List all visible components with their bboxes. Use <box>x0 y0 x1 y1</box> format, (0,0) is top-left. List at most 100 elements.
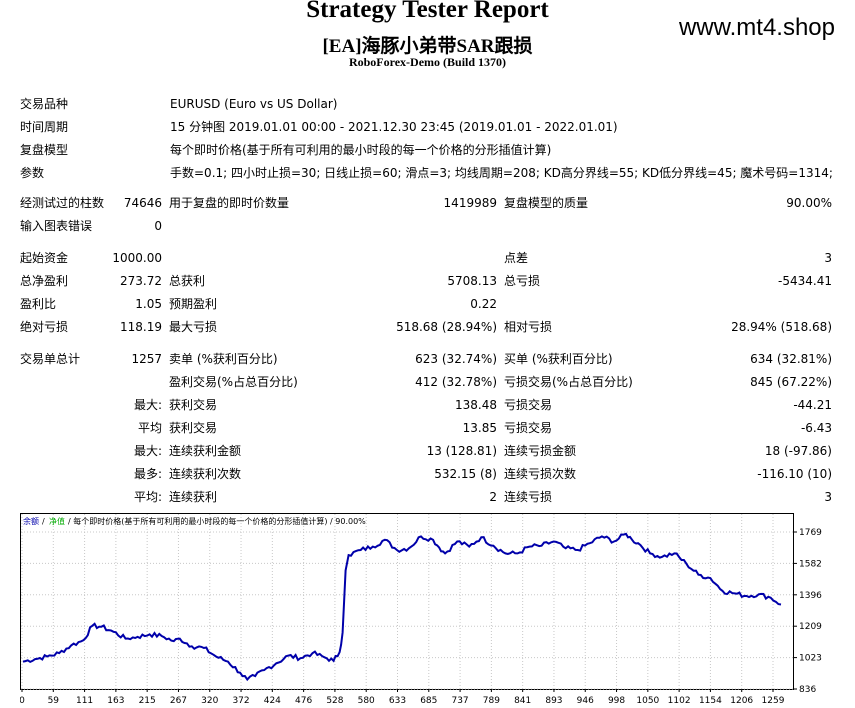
model-label: 复盘模型 <box>20 143 69 157</box>
profit-trades-label: 盈利交易(%占总百分比) <box>169 375 298 389</box>
loss-trades-value: 845 (67.22%) <box>750 375 832 389</box>
x-tick-label: 267 <box>170 696 187 706</box>
y-tick-label: 836 <box>799 685 816 695</box>
x-tick-label: 737 <box>451 696 468 706</box>
trade-row-value: 138.48 <box>455 398 497 412</box>
total-trades-label: 交易单总计 <box>20 352 81 366</box>
profit-factor-label: 盈利比 <box>20 297 57 311</box>
profit-trades-value: 412 (32.78%) <box>415 375 497 389</box>
trade-row-label: 获利交易 <box>169 421 218 435</box>
x-tick-label: 893 <box>545 696 562 706</box>
period-label: 时间周期 <box>20 120 69 134</box>
long-trades-label: 买单 (%获利百分比) <box>504 352 613 366</box>
x-tick-labels: 0 59 111 163 215 267 320 372 424 476 528 580 633 685 7… <box>20 689 785 706</box>
x-tick-label: 320 <box>201 696 218 706</box>
expected-payoff-label: 预期盈利 <box>169 297 218 311</box>
ticks-value: 1419989 <box>443 196 497 210</box>
balance-series-line <box>22 532 782 682</box>
abs-drawdown-label: 绝对亏损 <box>20 320 69 334</box>
y-tick-label: 1023 <box>799 654 822 664</box>
legend-balance: 余额 <box>23 516 39 526</box>
x-tick-label: 0 <box>20 696 25 706</box>
watermark-text: www.mt4.shop <box>678 14 835 41</box>
x-tick-label: 528 <box>326 696 343 706</box>
x-tick-label: 1259 <box>762 696 785 706</box>
params-value: 手数=0.1; 四小时止损=30; 日线止损=60; 滑点=3; 均线周期=20… <box>170 166 833 180</box>
x-tick-label: 841 <box>514 696 531 706</box>
profit-factor-value: 1.05 <box>135 297 162 311</box>
spread-value: 3 <box>824 251 832 265</box>
gross-profit-label: 总获利 <box>169 274 206 288</box>
chart-grid <box>21 514 793 690</box>
x-tick-label: 1102 <box>668 696 691 706</box>
x-tick-label: 580 <box>358 696 375 706</box>
params-label: 参数 <box>20 166 45 180</box>
bars-value: 74646 <box>123 196 162 210</box>
trade-row-label: 连续亏损金额 <box>504 444 577 458</box>
abs-drawdown-value: 118.19 <box>120 320 162 334</box>
ticks-label: 用于复盘的即时价数量 <box>169 196 290 210</box>
rel-drawdown-value: 28.94% (518.68) <box>731 320 832 334</box>
y-tick-label: 1769 <box>799 528 822 538</box>
bars-label: 经测试过的柱数 <box>20 196 105 210</box>
rel-drawdown-label: 相对亏损 <box>504 320 553 334</box>
short-trades-label: 卖单 (%获利百分比) <box>169 352 278 366</box>
loss-trades-label: 亏损交易(%占总百分比) <box>504 375 633 389</box>
trade-row-prefix: 最大: <box>133 444 162 458</box>
period-value: 15 分钟图 2019.01.01 00:00 - 2021.12.30 23:… <box>170 120 618 134</box>
model-value: 每个即时价格(基于所有可利用的最小时段的每一个价格的分形插值计算) <box>170 143 552 157</box>
chart-plot-area <box>20 513 794 690</box>
x-tick-label: 372 <box>232 696 249 706</box>
report-subtitle: [EA]海豚小弟带SAR跟损 <box>322 36 533 57</box>
errors-label: 输入图表错误 <box>20 219 93 233</box>
x-tick-label: 59 <box>48 696 60 706</box>
trade-row-value: -44.21 <box>793 398 832 412</box>
x-tick-label: 111 <box>76 696 93 706</box>
trade-row-value: -6.43 <box>800 421 832 435</box>
net-profit-value: 273.72 <box>120 274 162 288</box>
legend-equity: 净值 <box>49 516 65 526</box>
quality-label: 复盘模型的质量 <box>504 196 589 210</box>
max-drawdown-value: 518.68 (28.94%) <box>396 320 497 334</box>
x-tick-label: 1050 <box>636 696 659 706</box>
legend-desc: / 每个即时价格(基于所有可利用的最小时段的每一个价格的分形插值计算) / 90… <box>68 516 366 526</box>
trade-row-value: 532.15 (8) <box>434 467 497 481</box>
legend-sep: / <box>42 517 45 526</box>
net-profit-label: 总净盈利 <box>20 274 69 288</box>
expected-payoff-value: 0.22 <box>470 297 497 311</box>
x-tick-label: 1154 <box>699 696 722 706</box>
x-tick-label: 215 <box>139 696 156 706</box>
x-tick-label: 476 <box>295 696 312 706</box>
trade-row-label: 亏损交易 <box>504 398 553 412</box>
max-drawdown-label: 最大亏损 <box>169 320 218 334</box>
trade-row-value: 18 (-97.86) <box>764 444 832 458</box>
trade-row-label: 连续获利 <box>169 490 218 504</box>
trade-row-label: 连续亏损次数 <box>504 467 577 481</box>
build-info: RoboForex-Demo (Build 1370) <box>348 55 507 69</box>
trade-row-value: -116.10 (10) <box>757 467 832 481</box>
short-trades-value: 623 (32.74%) <box>415 352 497 366</box>
trade-row-value: 2 <box>489 490 497 504</box>
trade-row-label: 获利交易 <box>169 398 218 412</box>
symbol-value: EURUSD (Euro vs US Dollar) <box>170 97 338 111</box>
trade-row-label: 连续获利次数 <box>169 467 242 481</box>
x-tick-label: 633 <box>389 696 406 706</box>
report-title: Strategy Tester Report <box>306 0 549 23</box>
balance-chart: 余额 / 净值 / 每个即时价格(基于所有可利用的最小时段的每一个价格的分形插值… <box>20 513 822 706</box>
x-tick-label: 685 <box>420 696 437 706</box>
long-trades-value: 634 (32.81%) <box>750 352 832 366</box>
trade-row-prefix: 平均 <box>137 421 162 435</box>
trade-row-label: 连续亏损 <box>504 490 553 504</box>
trade-row-label: 亏损交易 <box>504 421 553 435</box>
gross-profit-value: 5708.13 <box>447 274 497 288</box>
trade-row-prefix: 平均: <box>133 490 162 504</box>
y-tick-labels: 1769 1582 1396 1209 1023 836 <box>793 528 822 695</box>
y-tick-label: 1582 <box>799 559 822 569</box>
trade-row-prefix: 最大: <box>133 398 162 412</box>
trade-row-value: 13 (128.81) <box>426 444 497 458</box>
quality-value: 90.00% <box>786 196 832 210</box>
x-tick-label: 946 <box>577 696 594 706</box>
initial-deposit-label: 起始资金 <box>20 251 69 265</box>
errors-value: 0 <box>154 219 162 233</box>
y-tick-label: 1396 <box>799 591 822 601</box>
